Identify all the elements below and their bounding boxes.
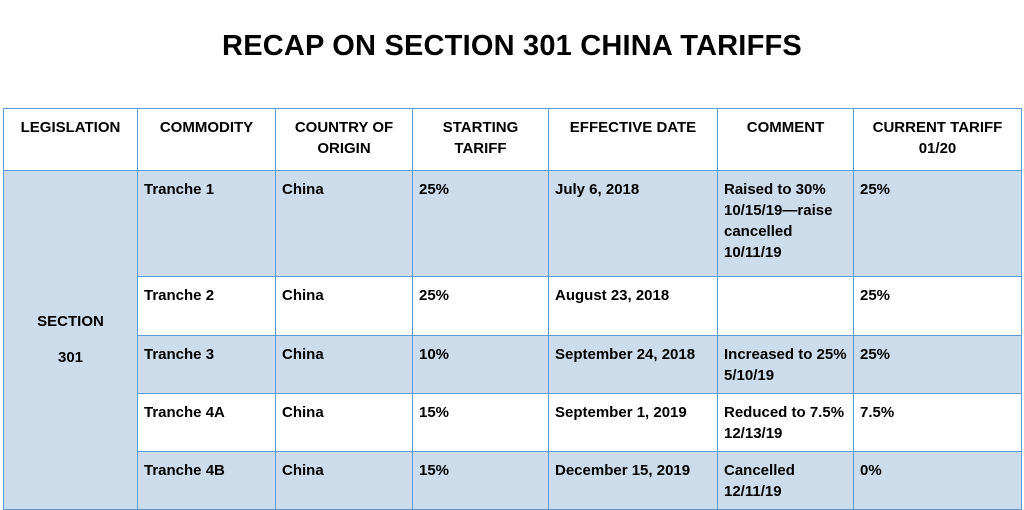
table-cell: Reduced to 7.5% 12/13/19	[717, 393, 854, 452]
tariff-table: LEGISLATION COMMODITY COUNTRY OF ORIGIN STA…	[3, 108, 1022, 510]
table-row: SECTION 301 Tranche 1 China 25% July 6, 2018…	[3, 170, 1022, 510]
title: RECAP ON SECTION 301 CHINA TARIFFS	[222, 30, 802, 62]
table-cell: September 24, 2018	[548, 335, 718, 394]
table-cell	[717, 276, 854, 336]
table-cell: China	[275, 451, 413, 510]
column-header: COUNTRY OF ORIGIN	[275, 108, 413, 171]
table-cell: 15%	[412, 393, 549, 452]
table-cell: 7.5%	[853, 393, 1022, 452]
column-header: EFFECTIVE DATE	[548, 108, 718, 171]
table-cell: Tranche 1	[137, 170, 276, 277]
table-cell: 25%	[853, 335, 1022, 394]
table-cell: 25%	[853, 170, 1022, 277]
table-cell: September 1, 2019	[548, 393, 718, 452]
table-cell: Raised to 30% 10/15/19—raise cancelled 1…	[717, 170, 854, 277]
table-row: Tranche 4B China 15% December 15, 2019 Cance…	[4, 451, 1022, 510]
table-cell: Cancelled 12/11/19	[717, 451, 854, 510]
table-cell: 25%	[412, 170, 549, 277]
table-cell: Tranche 2	[137, 276, 276, 336]
table-cell: 25%	[853, 276, 1022, 336]
table-cell: China	[275, 170, 413, 277]
table-cell: Tranche 4B	[137, 451, 276, 510]
table-cell: Tranche 3	[137, 335, 276, 394]
table-body: SECTION 301 Tranche 1 China 25% July 6, 2018…	[3, 170, 1022, 510]
column-header: COMMODITY	[137, 108, 276, 171]
table-cell: China	[275, 393, 413, 452]
table-row: Tranche 2 China 25% August 23, 2018 25%	[4, 276, 1022, 336]
table-cell: August 23, 2018	[548, 276, 718, 336]
table-cell: 0%	[853, 451, 1022, 510]
table-cell: China	[275, 335, 413, 394]
table-cell: 15%	[412, 451, 549, 510]
table-row: Tranche 3 China 10% September 24, 2018 Incre…	[4, 335, 1022, 394]
table-cell: China	[275, 276, 413, 336]
table-cell: July 6, 2018	[548, 170, 718, 277]
table-cell: Increased to 25% 5/10/19	[717, 335, 854, 394]
legislation-cell: SECTION 301	[3, 170, 138, 510]
column-header: CURRENT TARIFF 01/20	[853, 108, 1022, 171]
table-cell: 25%	[412, 276, 549, 336]
column-header: STARTING TARIFF	[412, 108, 549, 171]
table-row: Tranche 4A China 15% September 1, 2019 Reduc…	[4, 393, 1022, 452]
table-cell: December 15, 2019	[548, 451, 718, 510]
header-row: LEGISLATION COMMODITY COUNTRY OF ORIGIN STA…	[3, 108, 1022, 171]
column-header: LEGISLATION	[3, 108, 138, 171]
column-header: COMMENT	[717, 108, 854, 171]
table-cell: Tranche 4A	[137, 393, 276, 452]
table-cell: 10%	[412, 335, 549, 394]
